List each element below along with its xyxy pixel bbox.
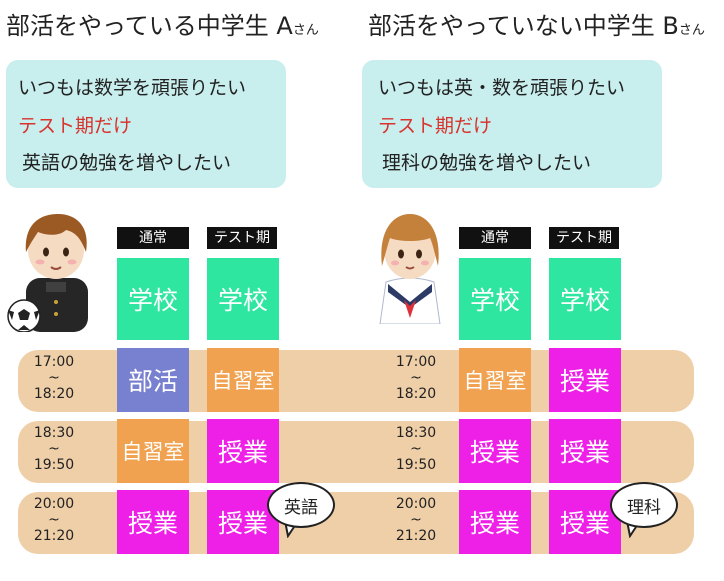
student-b-row-3-normal: 授業	[459, 490, 531, 554]
student-b-row-1-normal: 自習室	[459, 348, 531, 412]
student-a-title: 部活をやっている中学生 Aさん	[6, 12, 319, 40]
student-b-row-2-test: 授業	[549, 419, 621, 483]
student-a-row-1-test: 自習室	[207, 348, 279, 412]
student-a-school-test: 学校	[207, 258, 279, 340]
student-b-time-row-3: 20:00 ~ 21:20	[395, 496, 437, 544]
student-a-speech-bubble: 英語	[267, 482, 335, 528]
student-a-time-row-2: 18:30 ~ 19:50	[33, 425, 75, 473]
student-b-goal-3: 理科の勉強を増やしたい	[382, 152, 592, 174]
student-a-goal-2: テスト期だけ	[18, 115, 133, 137]
student-a-header-normal: 通常	[117, 227, 189, 249]
student-b-goal-2: テスト期だけ	[378, 115, 493, 137]
student-a-goal-box	[6, 60, 286, 188]
student-b-time-row-2: 18:30 ~ 19:50	[395, 425, 437, 473]
student-a-time-row-3: 20:00 ~ 21:20	[33, 496, 75, 544]
student-b-title: 部活をやっていない中学生 Bさん	[368, 12, 705, 40]
student-a-goal-3: 英語の勉強を増やしたい	[22, 152, 232, 174]
student-a-time-row-1: 17:00 ~ 18:20	[33, 354, 75, 402]
student-a-school-normal: 学校	[117, 258, 189, 340]
student-b-header-normal: 通常	[459, 227, 531, 249]
student-b-speech-bubble: 理科	[610, 482, 678, 528]
student-b-row-3-test: 授業	[549, 490, 621, 554]
student-b-time-row-1: 17:00 ~ 18:20	[395, 354, 437, 402]
student-a-row-3-normal: 授業	[117, 490, 189, 554]
boy-with-soccer-ball-icon	[7, 214, 88, 332]
student-b-row-2-normal: 授業	[459, 419, 531, 483]
student-b-school-normal: 学校	[459, 258, 531, 340]
student-b-goal-1: いつもは英・数を頑張りたい	[378, 77, 626, 99]
student-b-header-test: テスト期	[549, 227, 619, 249]
student-a-row-2-normal: 自習室	[117, 419, 189, 483]
girl-in-sailor-uniform-icon	[379, 214, 441, 324]
student-b-school-test: 学校	[549, 258, 621, 340]
student-a-row-2-test: 授業	[207, 419, 279, 483]
student-b-goal-box	[362, 60, 662, 188]
student-a-header-test: テスト期	[207, 227, 277, 249]
student-a-goal-1: いつもは数学を頑張りたい	[18, 77, 247, 99]
student-a-row-1-normal: 部活	[117, 348, 189, 412]
student-b-row-1-test: 授業	[549, 348, 621, 412]
